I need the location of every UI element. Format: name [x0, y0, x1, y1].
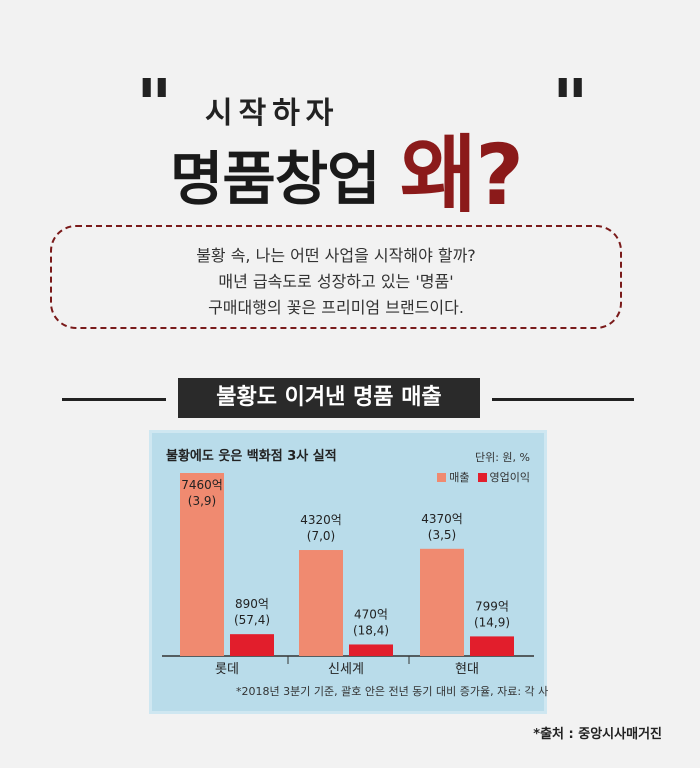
category-label: 롯데 [215, 662, 239, 677]
intro-box: 불황 속, 나는 어떤 사업을 시작해야 할까? 매년 급속도로 성장하고 있는… [50, 225, 622, 329]
category-label: 현대 [455, 662, 479, 677]
legend-label-sales: 매출 [449, 471, 470, 484]
category-label: 신세계 [328, 662, 364, 677]
section-title: 불황도 이겨낸 명품 매출 [178, 378, 480, 418]
header-accent: 왜? [400, 126, 524, 224]
data-label-value: 470억 [354, 607, 388, 621]
bar-profit-0 [230, 634, 274, 656]
bar-profit-2 [470, 636, 514, 656]
data-label-growth: (14,9) [474, 615, 510, 629]
source-credit: *출처 : 중앙시사매거진 [533, 727, 662, 742]
chart-panel: 불황에도 웃은 백화점 3사 실적 단위: 원, % 매출 영업이익 7460억… [152, 433, 548, 711]
data-label-value: 4370억 [421, 512, 463, 526]
open-quote-mark: " [136, 63, 173, 146]
data-label-value: 799억 [475, 599, 509, 613]
close-quote-mark: " [552, 63, 589, 146]
header-subtitle: 시작하자 [205, 96, 340, 131]
bar-sales-2 [420, 548, 464, 656]
data-label-growth: (57,4) [234, 613, 270, 627]
legend-swatch-profit [477, 472, 487, 482]
data-label-growth: (3,9) [188, 494, 216, 508]
data-label-value: 4320억 [300, 513, 342, 527]
data-label-value: 890억 [235, 597, 269, 611]
section-divider-left [62, 398, 166, 401]
legend-swatch-sales [437, 472, 447, 482]
intro-line-3: 구매대행의 꽃은 프리미엄 브랜드이다. [208, 298, 464, 317]
bar-sales-1 [299, 550, 343, 656]
chart-legend: 매출 영업이익 [429, 469, 530, 485]
section-divider-right [492, 398, 634, 401]
intro-line-2: 매년 급속도로 성장하고 있는 '명품' [218, 272, 454, 291]
data-label-value: 7460억 [181, 478, 223, 492]
bar-sales-0 [180, 473, 224, 656]
bar-chart: 7460억 (3,9) 890억 (57,4) 롯데 4320억 (7,0) 470억 (18,… [162, 473, 534, 677]
chart-note: *2018년 3분기 기준, 괄호 안은 전년 동기 대비 증가율, 자료: 각… [236, 685, 549, 698]
chart-unit: 단위: 원, % [474, 451, 530, 464]
chart-title: 불황에도 웃은 백화점 3사 실적 [166, 449, 337, 464]
intro-line-1: 불황 속, 나는 어떤 사업을 시작해야 할까? [196, 246, 476, 265]
data-label-growth: (18,4) [353, 623, 389, 637]
data-label-growth: (3,5) [428, 528, 456, 542]
bar-profit-1 [349, 644, 393, 656]
data-label-growth: (7,0) [307, 529, 335, 543]
header-title: 명품창업 [170, 145, 380, 213]
legend-label-profit: 영업이익 [489, 471, 530, 484]
